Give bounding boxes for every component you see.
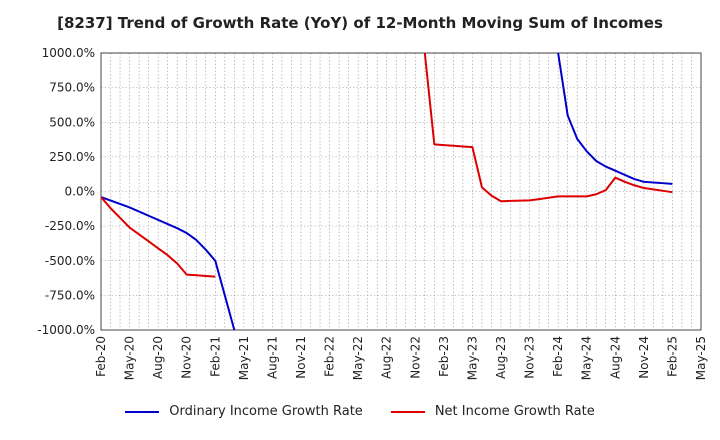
y-tick-label: 750.0% <box>49 81 95 95</box>
x-tick-label: Nov-24 <box>637 336 651 379</box>
x-tick-label: Feb-24 <box>551 336 565 377</box>
x-tick-label: Nov-21 <box>294 336 308 379</box>
x-tick-label: May-25 <box>694 336 708 380</box>
x-tick-label: May-22 <box>351 336 365 380</box>
legend-item-ordinary: Ordinary Income Growth Rate <box>125 404 363 419</box>
x-tick-label: Aug-20 <box>151 336 165 379</box>
legend-item-net: Net Income Growth Rate <box>390 404 595 419</box>
legend-swatch-ordinary <box>125 410 160 413</box>
net-income-line <box>423 53 673 203</box>
x-tick-label: Feb-25 <box>665 336 679 377</box>
x-tick-label: Aug-23 <box>494 336 508 379</box>
y-tick-label: 0.0% <box>65 185 96 199</box>
legend-label-ordinary: Ordinary Income Growth Rate <box>169 404 363 419</box>
y-tick-label: -1000.0% <box>37 323 95 337</box>
x-tick-label: Feb-21 <box>208 336 222 377</box>
chart-title: [8237] Trend of Growth Rate (YoY) of 12-… <box>57 14 663 32</box>
ordinary-income-line <box>557 53 673 185</box>
y-tick-label: -500.0% <box>45 254 95 268</box>
y-tick-label: -250.0% <box>45 219 95 233</box>
net-income-line <box>101 196 216 278</box>
plot-background <box>101 53 701 330</box>
x-tick-label: Feb-23 <box>437 336 451 377</box>
x-tick-label: Nov-22 <box>408 336 422 379</box>
x-tick-label: May-21 <box>237 336 251 380</box>
y-tick-label: 250.0% <box>49 150 95 164</box>
x-tick-label: Aug-21 <box>265 336 279 379</box>
y-tick-label: -750.0% <box>45 288 95 302</box>
ordinary-income-line <box>101 196 236 330</box>
x-tick-label: May-24 <box>580 336 594 380</box>
x-tick-label: Aug-22 <box>380 336 394 379</box>
x-tick-label: Feb-20 <box>94 336 108 377</box>
legend-swatch-net <box>390 410 425 413</box>
x-tick-label: Aug-24 <box>608 336 622 379</box>
legend-label-net: Net Income Growth Rate <box>434 404 595 419</box>
x-tick-label: Feb-22 <box>323 336 337 377</box>
x-tick-label: May-23 <box>465 336 479 380</box>
y-tick-label: 1000.0% <box>42 46 95 60</box>
x-tick-label: Nov-20 <box>180 336 194 379</box>
plot-frame <box>100 52 702 331</box>
y-tick-label: 500.0% <box>49 115 95 129</box>
legend: Ordinary Income Growth Rate Net Income G… <box>0 404 720 419</box>
x-tick-label: May-20 <box>123 336 137 380</box>
x-tick-label: Nov-23 <box>523 336 537 379</box>
